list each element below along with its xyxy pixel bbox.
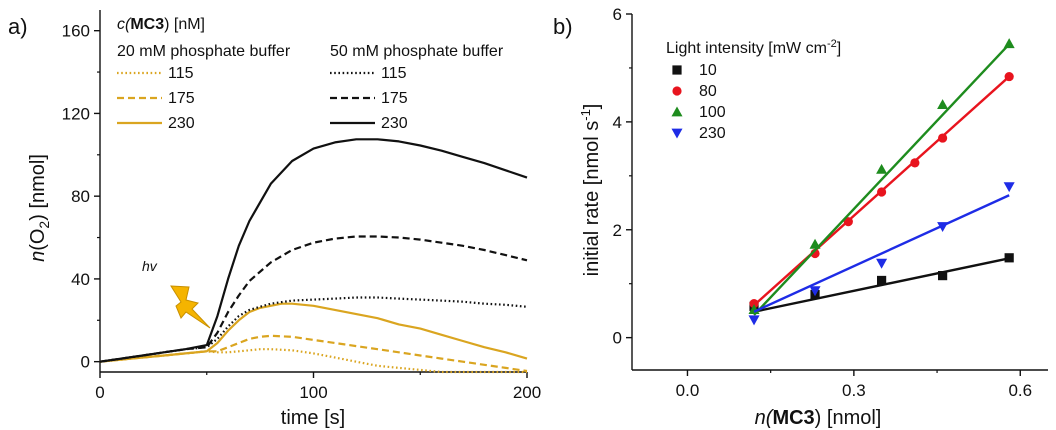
panel-a-y-label-sub: 2 bbox=[36, 221, 52, 229]
fit-line-230-mw bbox=[753, 194, 1010, 313]
data-point-230-mw bbox=[1003, 182, 1015, 193]
legend-label-230-mw: 230 bbox=[699, 125, 726, 142]
panel-b-y-label-end: ] bbox=[581, 104, 603, 110]
legend-marker-230-mw bbox=[671, 128, 683, 139]
panel-b-x-label-n: n( bbox=[755, 407, 775, 429]
panel-b-y-axis-label: initial rate [nmol s-1] bbox=[578, 104, 603, 277]
legend-group-50mm: 50 mM phosphate buffer bbox=[330, 43, 504, 60]
legend-label-20mm-175: 175 bbox=[168, 90, 195, 107]
panel-a-y-label-n: n bbox=[27, 251, 49, 262]
legend-label-50mm-230: 230 bbox=[381, 115, 408, 132]
legend-title-unit: ) [nM] bbox=[164, 16, 205, 33]
legend-label-20mm-230: 230 bbox=[168, 115, 195, 132]
panel-a-x-axis-label: time [s] bbox=[281, 407, 345, 429]
data-point-230-mw bbox=[876, 258, 888, 269]
series-line-50mm-115 bbox=[99, 296, 528, 363]
legend-title-c: c( bbox=[117, 16, 132, 33]
legend-b-title-main: Light intensity [mW cm bbox=[666, 40, 827, 57]
panel-b-y-tick-label: 4 bbox=[613, 113, 622, 132]
panel-a-y-label-unit: ) [nmol] bbox=[27, 154, 49, 221]
panel-a-x-tick-label: 200 bbox=[513, 383, 541, 402]
legend-label-80-mw: 80 bbox=[699, 83, 717, 100]
data-point-100-mw bbox=[809, 238, 821, 249]
lightning-bolt-icon bbox=[170, 285, 211, 329]
data-point-80-mw bbox=[749, 299, 759, 309]
panel-a-y-tick-label: 160 bbox=[62, 22, 90, 41]
panel-a-legend-title: c(MC3) [nM] bbox=[117, 16, 205, 33]
panel-b-y-tick-label: 6 bbox=[613, 5, 622, 24]
panel-b-legend-title: Light intensity [mW cm-2] bbox=[666, 38, 841, 57]
legend-title-mc3: MC3 bbox=[130, 16, 164, 33]
panel-b-plot: 0.0 0.3 0.6 0 2 4 6 10 80 100 230 bbox=[613, 5, 1048, 400]
panel-b-x-tick-label: 0.3 bbox=[842, 381, 866, 400]
data-point-10-mw bbox=[938, 271, 948, 281]
series-line-20mm-230 bbox=[99, 302, 528, 363]
series-line-50mm-230 bbox=[99, 138, 528, 363]
panel-b-x-label-unit: ) [nmol] bbox=[815, 407, 882, 429]
panel-b-y-label-main: initial rate [nmol s bbox=[581, 121, 603, 277]
legend-marker-100-mw bbox=[671, 106, 683, 117]
fit-line-100-mw bbox=[753, 43, 1011, 316]
panel-b-y-label-sup: -1 bbox=[578, 109, 593, 121]
series-line-20mm-115 bbox=[99, 348, 527, 374]
legend-label-20mm-115: 115 bbox=[168, 65, 194, 82]
data-point-100-mw bbox=[937, 99, 949, 110]
data-point-10-mw bbox=[1004, 253, 1014, 263]
data-point-80-mw bbox=[877, 187, 887, 197]
panel-a-label: a) bbox=[8, 14, 28, 39]
legend-marker-10-mw bbox=[672, 65, 682, 75]
panel-a-y-tick-label: 120 bbox=[62, 104, 90, 123]
data-point-230-mw bbox=[937, 222, 949, 233]
hv-annotation: hv bbox=[142, 258, 158, 274]
legend-label-100-mw: 100 bbox=[699, 104, 726, 121]
panel-a-y-tick-label: 80 bbox=[71, 187, 90, 206]
panel-b-x-tick-label: 0.0 bbox=[676, 381, 700, 400]
legend-label-50mm-115: 115 bbox=[381, 65, 407, 82]
data-point-230-mw bbox=[809, 286, 821, 297]
panel-b-x-tick-label: 0.6 bbox=[1008, 381, 1032, 400]
panel-b-y-tick-label: 2 bbox=[613, 221, 622, 240]
panel-a-x-tick-label: 0 bbox=[95, 383, 104, 402]
panel-b-x-axis-label: n(MC3) [nmol] bbox=[755, 407, 882, 429]
panel-a-y-axis-label: n(O2) [nmol] bbox=[27, 154, 52, 262]
panel-b-x-label-mc3: MC3 bbox=[772, 407, 814, 429]
panel-a-x-tick-label: 100 bbox=[299, 383, 327, 402]
legend-label-10-mw: 10 bbox=[699, 62, 717, 79]
data-point-80-mw bbox=[1004, 71, 1014, 82]
panel-b-label: b) bbox=[553, 14, 573, 39]
legend-b-title-sup: -2 bbox=[827, 38, 837, 50]
panel-a-y-label-o: (O bbox=[27, 229, 49, 251]
data-point-10-mw bbox=[877, 275, 887, 286]
data-point-100-mw bbox=[1003, 38, 1015, 49]
panel-a-y-tick-label: 0 bbox=[81, 353, 90, 372]
series-line-50mm-175 bbox=[99, 235, 528, 363]
data-point-80-mw bbox=[910, 158, 920, 168]
panel-a-y-tick-label: 40 bbox=[71, 270, 90, 289]
panel-b-y-tick-label: 0 bbox=[613, 329, 622, 348]
legend-b-title-end: ] bbox=[837, 40, 841, 57]
panel-a-plot: 0 100 200 0 40 80 120 160 115 175 230 115 175 230 bbox=[62, 10, 541, 402]
data-point-80-mw bbox=[938, 133, 948, 143]
data-point-100-mw bbox=[876, 163, 888, 174]
legend-marker-80-mw bbox=[672, 86, 682, 96]
data-point-80-mw bbox=[843, 217, 853, 227]
legend-label-50mm-175: 175 bbox=[381, 90, 408, 107]
data-point-230-mw bbox=[748, 315, 760, 326]
legend-group-20mm: 20 mM phosphate buffer bbox=[117, 43, 291, 60]
